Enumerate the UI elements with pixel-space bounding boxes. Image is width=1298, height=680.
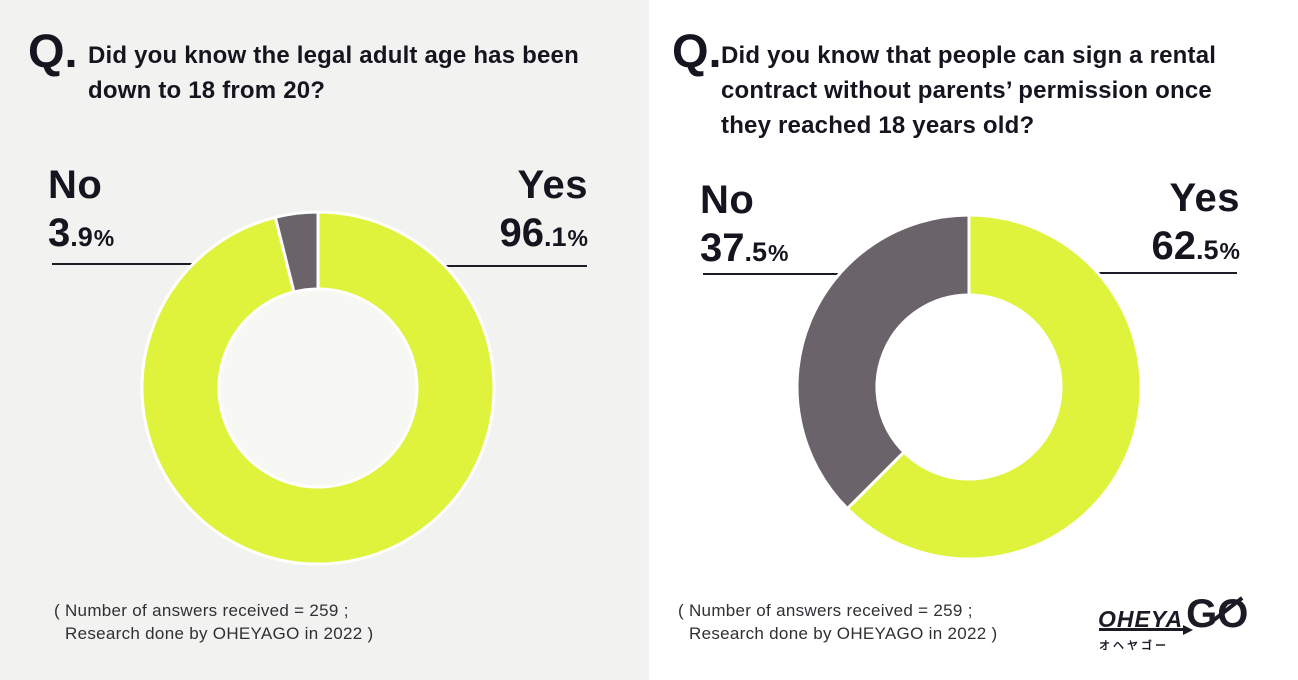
percent-sign: %: [93, 225, 115, 251]
no-value-frac: .9: [70, 222, 93, 252]
percent-sign: %: [567, 225, 588, 251]
donut-chart-2: [795, 213, 1143, 561]
question-line: down to 18 from 20?: [88, 77, 326, 104]
yes-value-int: 96: [499, 211, 545, 255]
no-callout: No 3 .9 %: [48, 161, 114, 262]
panel-chart-2: Q. Did you know that people can sign a r…: [649, 0, 1298, 680]
yes-value-frac: .1: [544, 222, 567, 252]
yes-leader-line: [1047, 272, 1237, 274]
percent-sign: %: [1219, 238, 1240, 264]
question-line: Did you know the legal adult age has bee…: [88, 42, 579, 69]
question-line: they reached 18 years old?: [721, 112, 1035, 139]
yes-label: Yes: [1169, 176, 1240, 220]
yes-callout: Yes 62 .5 %: [1040, 174, 1240, 275]
oheyago-logo: OHEYA GO オヘヤゴー: [1098, 594, 1258, 656]
question-mark: Q.: [672, 24, 722, 77]
yes-value-int: 62: [1151, 224, 1197, 268]
no-value-frac: .5: [744, 237, 768, 267]
survey-note: ( Number of answers received = 259 ; Res…: [678, 599, 997, 645]
question-text: Did you know the legal adult age has bee…: [88, 38, 579, 108]
logo-text-oheya: OHEYA: [1098, 606, 1184, 632]
question-mark: Q.: [28, 24, 78, 77]
no-value-int: 3: [48, 211, 71, 255]
yes-leader-line: [394, 265, 587, 267]
yes-label: Yes: [517, 163, 588, 207]
no-label: No: [48, 163, 103, 207]
survey-note-line: ( Number of answers received = 259 ;: [54, 601, 349, 620]
yes-value-frac: .5: [1196, 235, 1219, 265]
percent-sign: %: [768, 240, 789, 266]
logo-text-go: GO: [1186, 594, 1248, 634]
survey-note-line: ( Number of answers received = 259 ;: [678, 601, 973, 620]
no-value-int: 37: [700, 226, 745, 270]
logo-arrow-underline: [1099, 625, 1193, 635]
yes-value: 96 .1 %: [388, 209, 588, 262]
survey-note: ( Number of answers received = 259 ; Res…: [54, 599, 373, 645]
no-value: 3 .9 %: [48, 209, 114, 262]
survey-note-line: Research done by OHEYAGO in 2022 ): [65, 624, 374, 643]
panel-chart-1: Q. Did you know the legal adult age has …: [0, 0, 649, 680]
logo-katakana: オヘヤゴー: [1099, 640, 1169, 652]
no-label: No: [700, 178, 755, 222]
question-text: Did you know that people can sign a rent…: [721, 38, 1216, 143]
oheyago-logo-wordmark: OHEYA GO: [1098, 594, 1258, 634]
no-leader-line: [52, 263, 294, 265]
no-callout: No 37 .5 %: [700, 176, 788, 277]
question-line: contract without parents’ permission onc…: [721, 77, 1212, 104]
no-leader-line: [703, 273, 889, 275]
question-line: Did you know that people can sign a rent…: [721, 42, 1217, 69]
donut-chart-1: [140, 210, 496, 566]
yes-value: 62 .5 %: [1040, 222, 1240, 275]
yes-callout: Yes 96 .1 %: [388, 161, 588, 262]
no-value: 37 .5 %: [700, 224, 788, 277]
survey-note-line: Research done by OHEYAGO in 2022 ): [689, 624, 998, 643]
